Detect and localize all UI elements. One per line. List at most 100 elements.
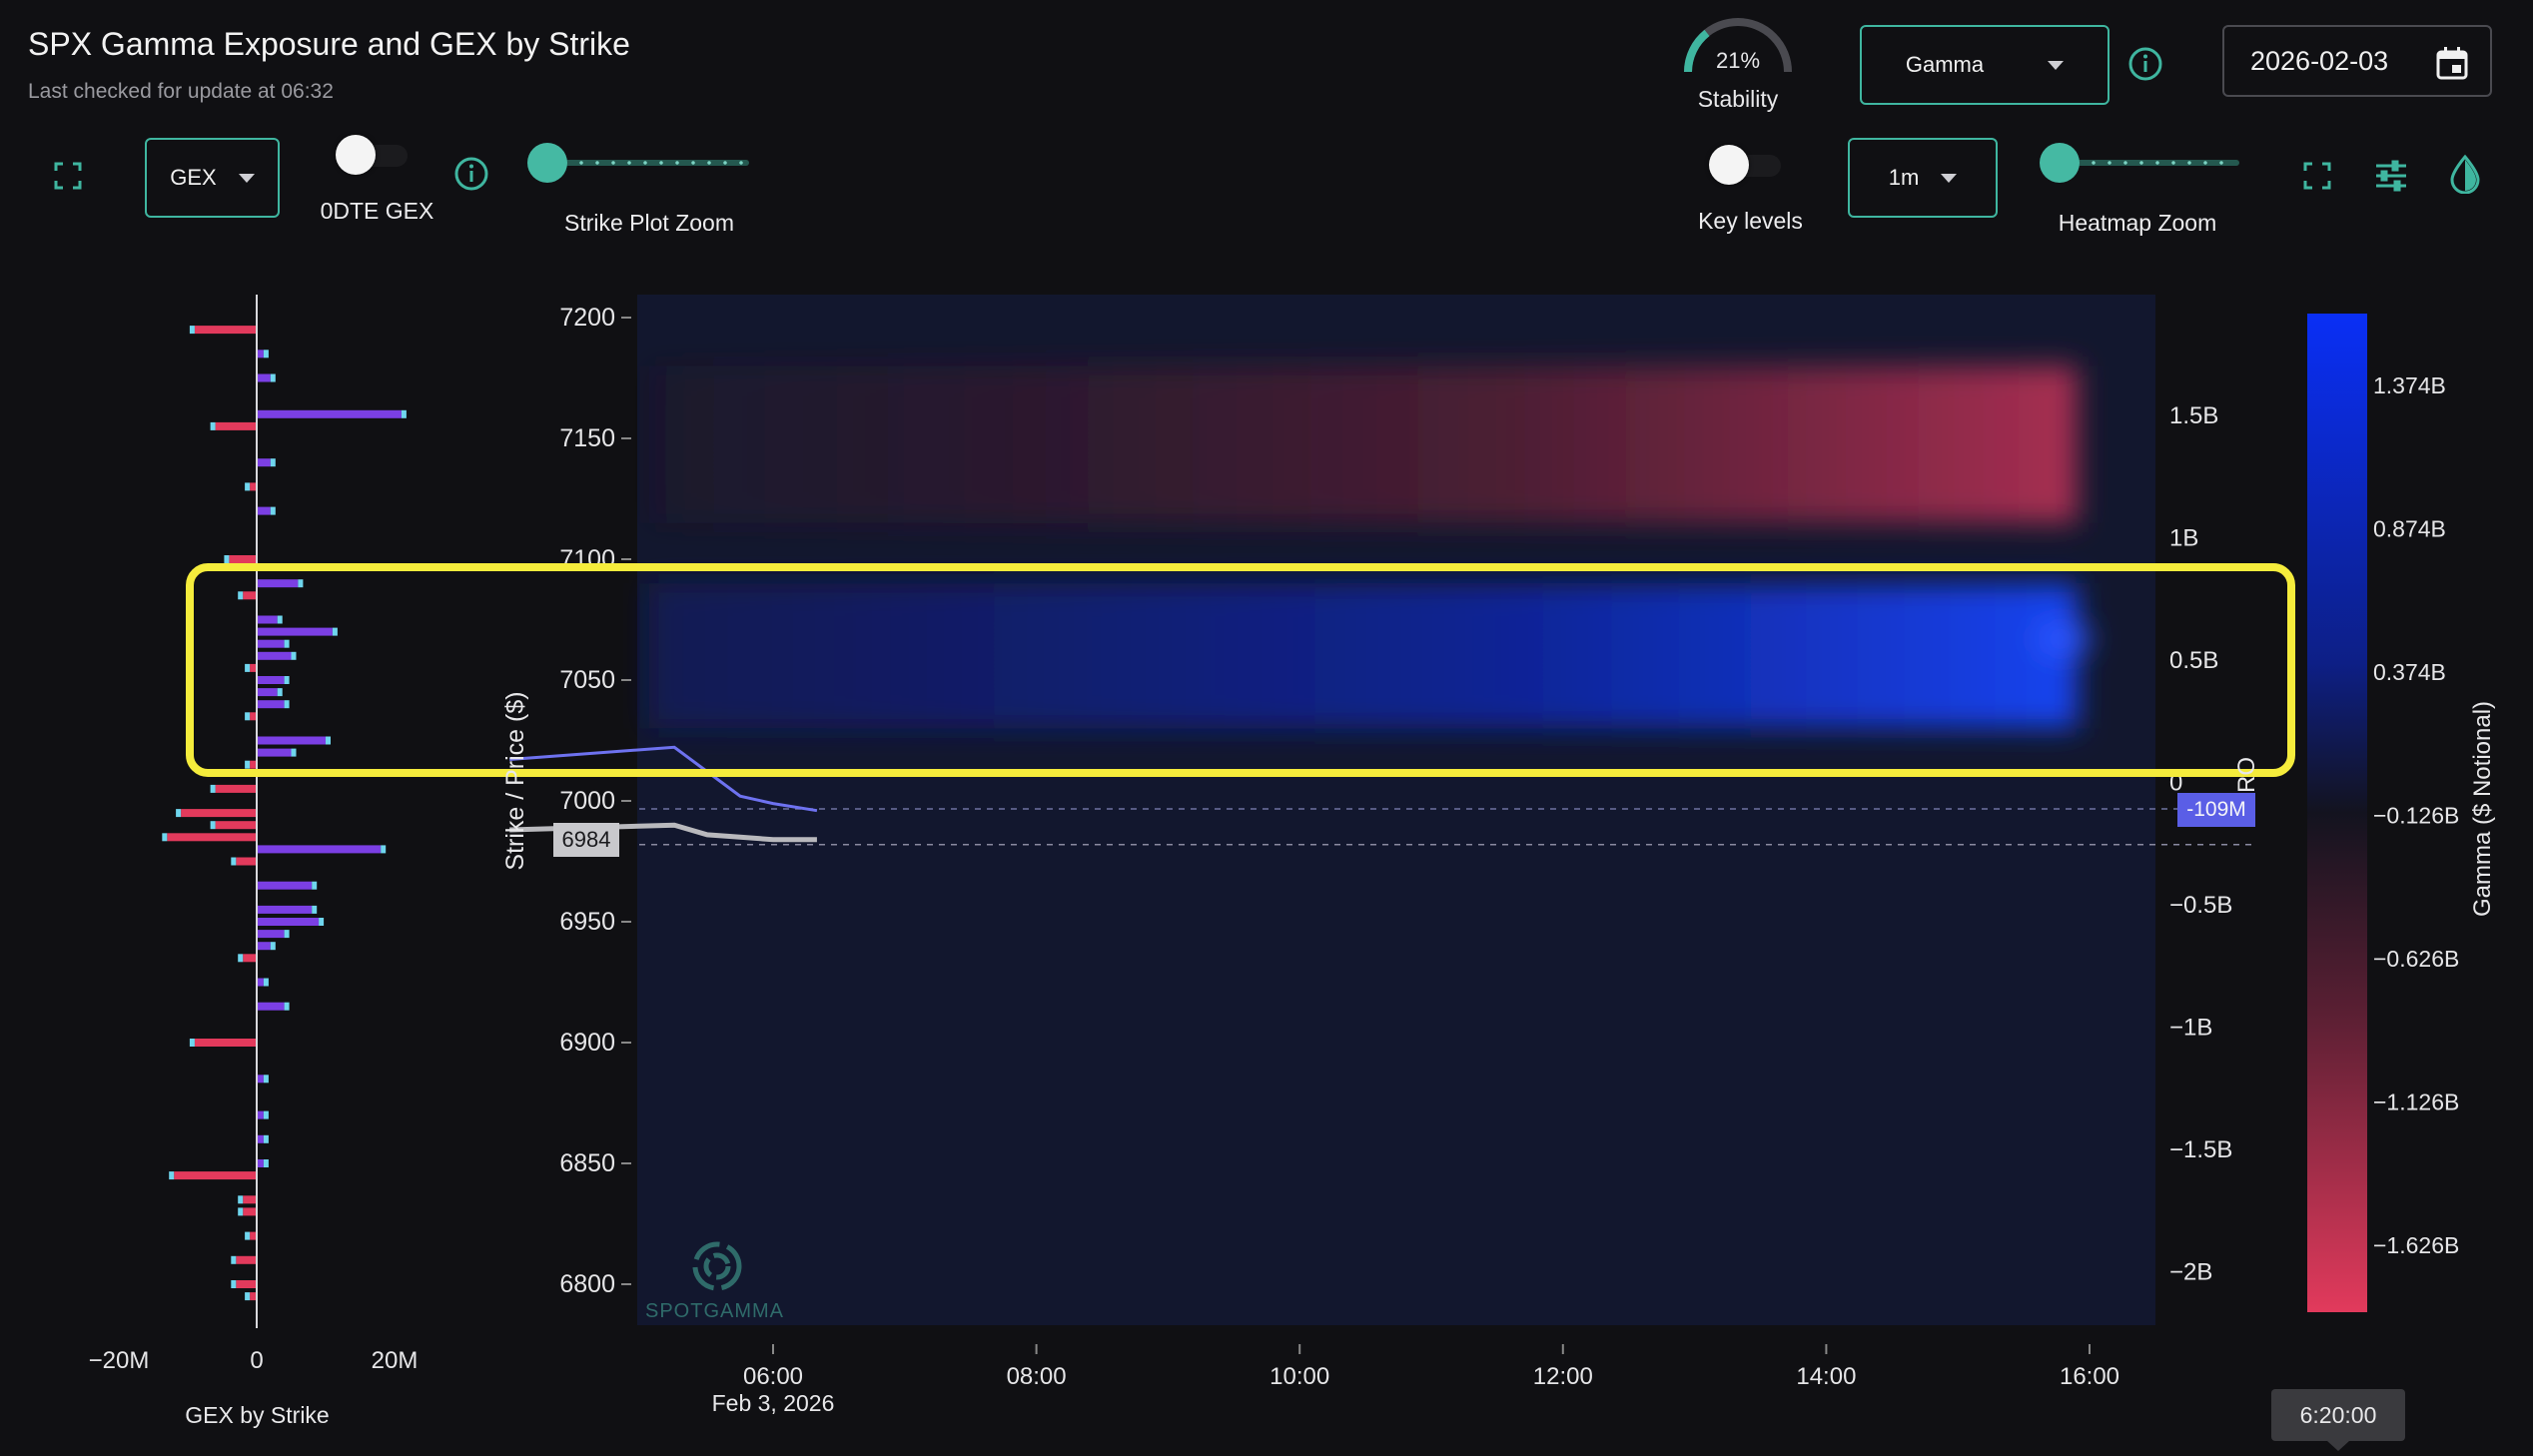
gex-bar-cap	[245, 1292, 251, 1301]
gex-bar	[257, 1075, 264, 1084]
gex-bar-cap	[245, 482, 251, 491]
gex-bar-cap	[270, 373, 276, 382]
strike-tick-label: 7000	[559, 787, 615, 815]
gex-bar-cap	[263, 978, 269, 987]
colorbar-tick-label: −1.126B	[2373, 1090, 2459, 1115]
sliders-settings-icon[interactable]	[2371, 156, 2411, 196]
gex-bar-cap	[319, 918, 325, 926]
slider-steps	[557, 161, 745, 165]
gex-tick-label: 0	[250, 1347, 263, 1374]
date-input[interactable]: 2026-02-03	[2222, 25, 2492, 97]
gex-bar-cap	[210, 821, 216, 830]
gex-bar	[215, 421, 257, 430]
gex-bar	[257, 918, 320, 926]
gex-bar-cap	[210, 784, 216, 793]
price-series-line	[509, 822, 817, 843]
gex-bar	[257, 700, 285, 709]
gamma-select[interactable]: Gamma	[1860, 25, 2110, 105]
gex-bar-cap	[298, 579, 304, 588]
gex-bar	[257, 748, 292, 757]
gex-bar-cap	[270, 506, 276, 515]
gex-bar-cap	[245, 760, 251, 769]
info-icon[interactable]	[2125, 44, 2165, 84]
gex-bar	[257, 615, 278, 624]
gex-select[interactable]: GEX	[145, 138, 280, 218]
gex-bar	[215, 784, 257, 793]
key-levels-toggle[interactable]	[1709, 145, 1785, 185]
gex-bar	[250, 663, 257, 672]
gex-bar-cap	[263, 1075, 269, 1084]
gex-bar	[174, 1171, 257, 1180]
time-tooltip-text: 6:20:00	[2299, 1402, 2377, 1428]
gex-bar-cap	[277, 615, 283, 624]
gex-bar	[243, 1195, 257, 1204]
strike-plot-zoom-label: Strike Plot Zoom	[564, 210, 734, 236]
strike-tick-label: 7050	[559, 666, 615, 694]
strike-tick-label: 6900	[559, 1029, 615, 1057]
gex-bar-cap	[270, 942, 276, 951]
colorbar-tick-label: 0.874B	[2373, 516, 2446, 542]
gex-bar-cap	[284, 639, 290, 648]
time-tick-label: 16:00	[2060, 1363, 2119, 1390]
gex-bar	[257, 350, 264, 359]
strike-tick-label: 7200	[559, 304, 615, 332]
gex-bar-cap	[277, 688, 283, 697]
interval-select[interactable]: 1m	[1848, 138, 1998, 218]
colorbar-tick-label: −0.626B	[2373, 946, 2459, 972]
gex-bar	[257, 639, 285, 648]
spotgamma-watermark-text: SPOTGAMMA	[645, 1300, 785, 1322]
odte-gex-toggle[interactable]	[336, 135, 412, 175]
gex-bar-cap	[231, 857, 237, 866]
gex-bar-cap	[231, 1255, 237, 1264]
price-lines	[509, 745, 2257, 846]
slider-thumb[interactable]	[2040, 143, 2080, 183]
toggle-knob	[1709, 145, 1749, 185]
x-date-label: Feb 3, 2026	[711, 1390, 835, 1416]
tooltip-arrow	[2327, 1441, 2349, 1451]
gex-bar	[257, 1159, 264, 1167]
color-drop-icon[interactable]	[2445, 154, 2485, 194]
hiro-series-line	[509, 745, 818, 813]
gex-bars	[162, 326, 407, 1301]
gex-bar-cap	[291, 748, 297, 757]
time-tick-label: 06:00	[743, 1363, 803, 1390]
gex-bar	[243, 591, 257, 600]
gex-bar	[257, 942, 271, 951]
hiro-tick-label: −1.5B	[2169, 1136, 2232, 1163]
gex-bar-cap	[401, 409, 407, 418]
expand-heatmap-icon[interactable]	[2299, 158, 2335, 194]
gex-bar-cap	[263, 1159, 269, 1167]
spotgamma-logo-icon	[692, 1241, 742, 1291]
info-icon[interactable]	[451, 154, 491, 194]
strike-plot-zoom-slider[interactable]	[527, 143, 749, 183]
gex-bar-cap	[291, 651, 297, 660]
gamma-select-value: Gamma	[1905, 52, 1985, 77]
gex-bar	[257, 676, 285, 684]
hiro-tick-label: −2B	[2169, 1259, 2212, 1286]
colorbar-tick-label: 1.374B	[2373, 372, 2446, 398]
stability-gauge: 21% Stability	[1678, 14, 1798, 114]
gex-bar-cap	[284, 1002, 290, 1011]
time-tick-label: 08:00	[1007, 1363, 1067, 1390]
chevron-down-icon	[2048, 60, 2065, 70]
gex-bar	[257, 930, 285, 939]
gex-bar-cap	[238, 1195, 244, 1204]
gex-bar	[257, 373, 271, 382]
heatmap-zoom-slider[interactable]	[2040, 143, 2239, 183]
calendar-icon[interactable]	[2434, 45, 2470, 81]
gex-bar	[257, 881, 313, 890]
gex-bar	[229, 555, 257, 563]
gex-bar	[243, 1207, 257, 1216]
gex-bar	[250, 760, 257, 769]
colorbar-tick-label: −0.126B	[2373, 803, 2459, 829]
gex-bar-cap	[284, 700, 290, 709]
price-marker: 6984	[553, 823, 619, 857]
gex-bar-cap	[284, 930, 290, 939]
gex-bar-cap	[381, 845, 387, 854]
gex-bar	[250, 712, 257, 721]
gex-bar	[250, 1292, 257, 1301]
strike-tick-label: 6800	[559, 1270, 615, 1298]
expand-strike-plot-icon[interactable]	[50, 158, 86, 194]
interval-select-value: 1m	[1888, 165, 1920, 190]
slider-thumb[interactable]	[527, 143, 567, 183]
